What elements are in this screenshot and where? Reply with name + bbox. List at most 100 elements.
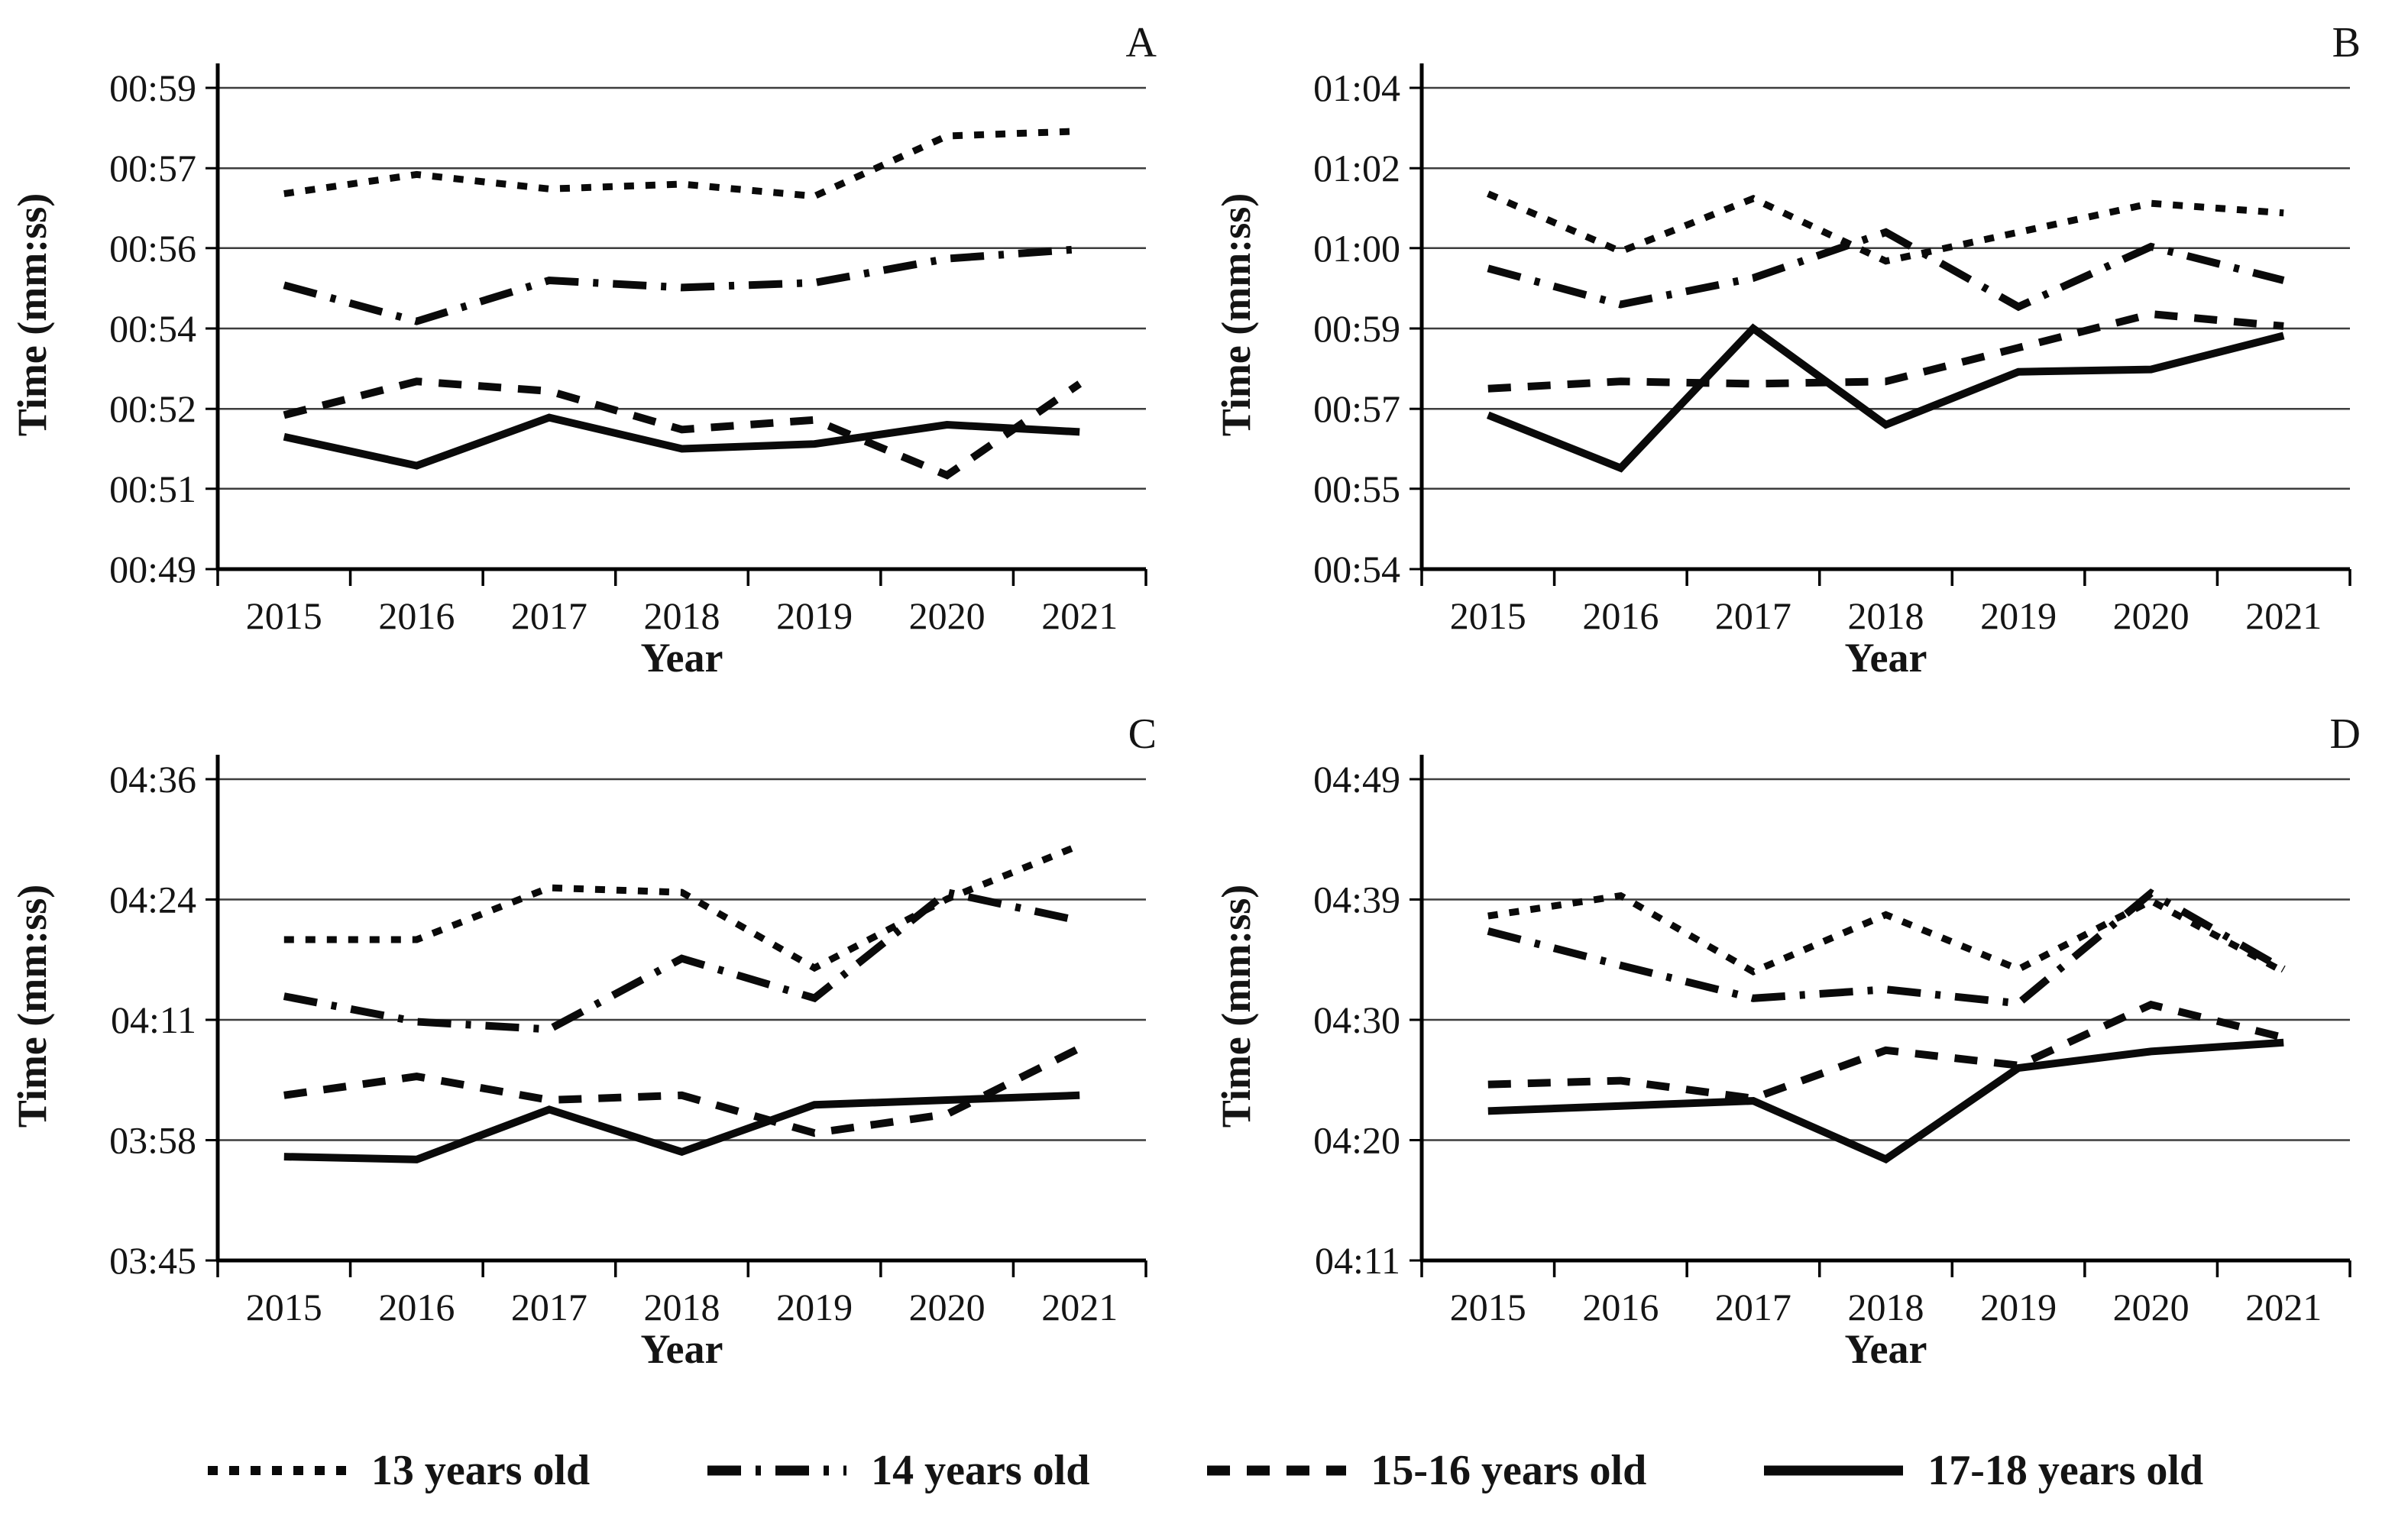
y-tick-label: 00:52 <box>109 387 196 430</box>
y-tick-label: 00:56 <box>109 227 196 270</box>
x-tick-label: 2019 <box>1980 594 2057 637</box>
x-tick-label: 2017 <box>511 1286 587 1328</box>
legend-item-13-years-old: 13 years old <box>205 1446 590 1495</box>
y-tick-label: 00:59 <box>109 66 196 109</box>
x-tick-label: 2018 <box>1848 1286 1924 1328</box>
y-tick-label: 00:49 <box>109 548 196 591</box>
chart-svg-d: 04:49 04:39 04:30 04:20 04:11 2015 2016 2017 201… <box>1313 755 2351 1328</box>
series-line-13-years-old <box>283 128 1080 200</box>
x-tick-label: 2021 <box>2245 594 2322 637</box>
series-line-17-18-years-old <box>1486 323 2285 473</box>
legend-item-label: 14 years old <box>871 1447 1090 1494</box>
y-tick-label: 01:02 <box>1313 147 1400 189</box>
x-tick-label: 2018 <box>1848 594 1924 637</box>
series-line-17-18-years-old <box>1487 1038 2284 1164</box>
y-tick-label: 00:55 <box>1313 468 1400 510</box>
panel-letter-b: B <box>2332 19 2361 66</box>
x-tick-label: 2021 <box>2245 1286 2322 1328</box>
y-tick-label: 04:30 <box>1313 998 1400 1041</box>
series-line-13-years-old <box>283 842 1081 972</box>
x-tick-label: 2017 <box>1715 1286 1791 1328</box>
legend: 13 years old 14 years old 15-16 years ol… <box>0 1409 2408 1532</box>
series-line-13-years-old <box>1487 190 2284 265</box>
series-line-14-years-old <box>1487 888 2286 1008</box>
y-axis-title: Time (mm:ss) <box>1213 193 1259 437</box>
panel-letter-c: C <box>1128 710 1157 758</box>
y-tick-label: 00:57 <box>1313 387 1400 430</box>
x-tick-label: 2019 <box>776 594 853 637</box>
legend-swatch-solid-line <box>1764 1465 1904 1476</box>
legend-item-label: 15-16 years old <box>1371 1447 1647 1494</box>
series-line-14-years-old <box>283 888 1081 1034</box>
x-tick-label: 2016 <box>378 1286 455 1328</box>
x-tick-label: 2015 <box>1450 1286 1526 1328</box>
series-line-15-16-years-old <box>1487 310 2284 393</box>
y-tick-label: 01:04 <box>1313 66 1400 109</box>
x-tick-label: 2017 <box>1715 594 1791 637</box>
panel-d: 04:49 04:39 04:30 04:20 04:11 2015 2016 2017 201… <box>1204 691 2408 1383</box>
legend-item-label: 13 years old <box>371 1447 591 1494</box>
y-tick-label: 04:36 <box>109 758 196 801</box>
x-tick-label: 2021 <box>1041 1286 1118 1328</box>
series-line-15-16-years-old <box>283 1044 1082 1137</box>
panel-letter-d: D <box>2329 710 2361 758</box>
x-tick-label: 2016 <box>1582 594 1659 637</box>
y-tick-label: 00:51 <box>109 468 196 510</box>
y-tick-label: 04:20 <box>1313 1119 1400 1162</box>
series-line-17-18-years-old <box>283 413 1080 470</box>
legend-swatch-dash-dot-line <box>707 1465 847 1476</box>
y-axis-title: Time (mm:ss) <box>9 884 55 1128</box>
series-line-14-years-old <box>1487 228 2285 312</box>
x-tick-label: 2018 <box>644 1286 720 1328</box>
x-tick-label: 2020 <box>2113 1286 2190 1328</box>
legend-item-15-16-years-old: 15-16 years old <box>1204 1446 1646 1495</box>
chart-svg-b: 01:04 01:02 01:00 00:59 00:57 00:55 00:54 2015 2… <box>1313 63 2351 637</box>
y-tick-label: 04:24 <box>109 879 196 921</box>
chart-svg-c: 04:36 04:24 04:11 03:58 03:45 2015 2016 2017 201… <box>109 755 1147 1328</box>
x-tick-label: 2016 <box>378 594 455 637</box>
x-tick-label: 2015 <box>1450 594 1526 637</box>
legend-item-17-18-years-old: 17-18 years old <box>1761 1446 2203 1495</box>
y-tick-label: 00:54 <box>1313 548 1400 591</box>
y-tick-label: 00:57 <box>109 147 196 189</box>
x-tick-label: 2015 <box>246 594 322 637</box>
x-tick-label: 2017 <box>511 594 587 637</box>
x-tick-label: 2019 <box>1980 1286 2057 1328</box>
chart-svg-a: 00:59 00:57 00:56 00:54 00:52 00:51 00:49 2015 2… <box>109 63 1147 637</box>
series-line-15-16-years-old <box>283 377 1083 480</box>
legend-swatch-dotted-line <box>207 1466 347 1475</box>
panel-c: 04:36 04:24 04:11 03:58 03:45 2015 2016 2017 201… <box>0 691 1204 1383</box>
x-tick-label: 2018 <box>644 594 720 637</box>
y-tick-label: 01:00 <box>1313 227 1400 270</box>
panel-letter-a: A <box>1125 19 1157 66</box>
series-line-13-years-old <box>1487 891 2286 976</box>
x-axis-title: Year <box>1844 635 1927 681</box>
y-tick-label: 04:49 <box>1313 758 1400 801</box>
panel-b: 01:04 01:02 01:00 00:59 00:57 00:55 00:54 2015 2… <box>1204 0 2408 691</box>
y-tick-label: 04:11 <box>111 998 196 1041</box>
x-tick-label: 2020 <box>909 594 986 637</box>
y-tick-label: 03:45 <box>109 1239 196 1282</box>
series-line-14-years-old <box>283 245 1080 325</box>
x-tick-label: 2020 <box>2113 594 2190 637</box>
y-tick-label: 04:11 <box>1315 1239 1400 1282</box>
x-tick-label: 2020 <box>909 1286 986 1328</box>
x-axis-title: Year <box>640 635 723 681</box>
x-tick-label: 2016 <box>1582 1286 1659 1328</box>
y-tick-label: 04:39 <box>1313 879 1400 921</box>
y-tick-label: 03:58 <box>109 1119 196 1162</box>
x-axis-title: Year <box>1844 1326 1927 1372</box>
legend-item-label: 17-18 years old <box>1927 1447 2204 1494</box>
x-axis-title: Year <box>640 1326 723 1372</box>
y-tick-label: 00:54 <box>109 307 196 350</box>
series-line-17-18-years-old <box>283 1091 1080 1163</box>
panel-a: 00:59 00:57 00:56 00:54 00:52 00:51 00:49 2015 2… <box>0 0 1204 691</box>
x-tick-label: 2019 <box>776 1286 853 1328</box>
x-tick-label: 2021 <box>1041 594 1118 637</box>
legend-swatch-dashed-line <box>1207 1465 1347 1476</box>
y-axis-title: Time (mm:ss) <box>9 193 55 437</box>
y-tick-label: 00:59 <box>1313 307 1400 350</box>
legend-item-14-years-old: 14 years old <box>704 1446 1089 1495</box>
x-tick-label: 2015 <box>246 1286 322 1328</box>
